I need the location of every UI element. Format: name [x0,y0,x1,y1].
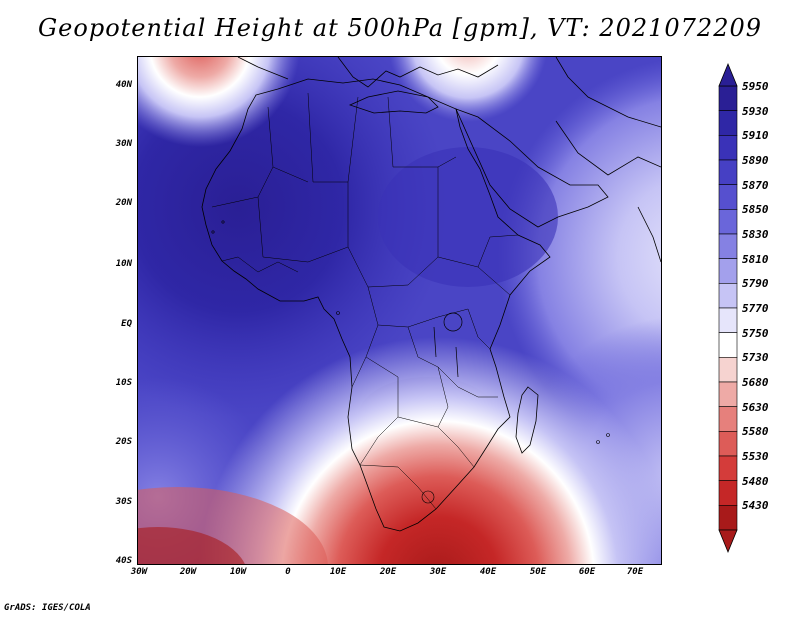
colorbar-boxes [718,85,738,531]
colorbar-box [718,209,738,235]
lat-label-10s: 10S [115,378,132,388]
colorbar-top-arrow [718,62,738,87]
colorbar-label: 5890 [742,154,769,167]
map-title: Geopotential Height at 500hPa [gpm], VT:… [38,14,762,42]
geopotential-field [138,57,661,564]
colorbar-box [718,110,738,136]
lat-label-40s: 40S [115,556,132,566]
colorbar-label: 5810 [742,252,769,266]
lon-label-10e: 10E [329,567,347,577]
lon-label-20w: 20W [179,567,197,577]
colorbar-label: 5870 [742,178,769,192]
colorbar-label: 5750 [742,326,769,340]
lat-label-40n: 40N [115,80,132,90]
colorbar-label: 5580 [742,425,769,439]
lon-label-60e: 60E [578,567,596,577]
colorbar-label: 5530 [742,450,769,463]
colorbar-label: 5950 [742,80,769,93]
lon-label-40e: 40E [479,567,497,577]
lat-label-30s: 30S [115,497,132,507]
lon-label-10w: 10W [229,567,247,577]
colorbar-label: 5480 [742,474,769,488]
map-plot-area [137,56,662,565]
colorbar-label: 5630 [742,400,769,414]
lon-label-0: 0 [285,567,291,577]
colorbar-box [718,406,738,432]
colorbar-box [718,233,738,259]
lon-label-70e: 70E [626,567,644,577]
colorbar-box [718,85,738,111]
lat-label-eq: EQ [121,319,132,329]
lon-label-30e: 30E [429,567,447,577]
colorbar-box [718,258,738,284]
colorbar [718,62,738,554]
colorbar-label: 5830 [742,228,769,241]
lat-label-10n: 10N [115,259,132,269]
colorbar-label: 5930 [742,104,769,118]
lon-label-50e: 50E [529,567,547,577]
colorbar-box [718,135,738,161]
coastlines [201,57,661,532]
colorbar-box [718,283,738,309]
colorbar-label: 5910 [742,129,769,143]
colorbar-label: 5430 [742,499,769,513]
lat-label-20s: 20S [115,437,132,447]
colorbar-box [718,332,738,358]
lon-label-30w: 30W [130,567,148,577]
colorbar-label: 5730 [742,351,769,365]
colorbar-label: 5770 [742,302,769,315]
colorbar-box [718,307,738,333]
colorbar-label: 5790 [742,277,769,291]
lakes [433,312,463,378]
colorbar-label: 5680 [742,376,769,389]
grads-credit: GrADS: IGES/COLA [4,603,91,613]
lat-label-20n: 20N [115,198,132,208]
lon-label-20e: 20E [379,567,397,577]
colorbar-box [718,184,738,210]
colorbar-box [718,159,738,185]
colorbar-label: 5850 [742,203,769,217]
colorbar-box [718,381,738,407]
colorbar-box [718,455,738,481]
colorbar-bottom-arrow [718,529,738,554]
colorbar-box [718,357,738,383]
colorbar-box [718,431,738,457]
colorbar-box [718,505,738,531]
islands [211,220,610,504]
lat-label-30n: 30N [115,139,132,149]
colorbar-box [718,480,738,506]
